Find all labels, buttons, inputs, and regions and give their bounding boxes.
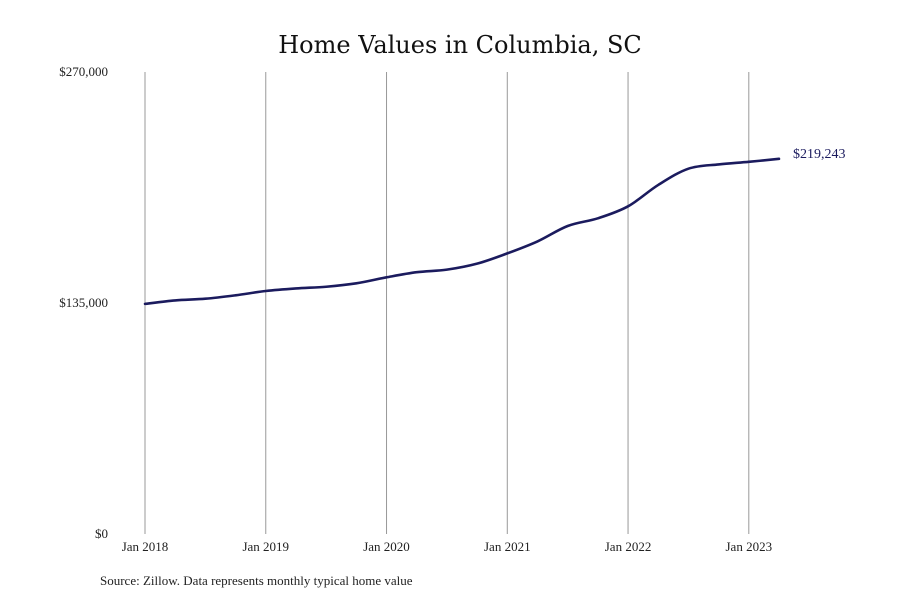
y-axis-tick-labels: $0 $135,000 $270,000: [59, 64, 108, 541]
x-tick-label: Jan 2019: [242, 539, 289, 554]
y-tick-label: $135,000: [59, 295, 108, 310]
y-tick-label: $270,000: [59, 64, 108, 79]
last-value-label: $219,243: [793, 147, 846, 162]
x-tick-label: Jan 2022: [605, 539, 652, 554]
x-tick-label: Jan 2020: [363, 539, 410, 554]
x-tick-label: Jan 2021: [484, 539, 531, 554]
source-note: Source: Zillow. Data represents monthly …: [100, 573, 413, 588]
grid-lines: [144, 72, 750, 534]
chart-title: Home Values in Columbia, SC: [278, 31, 642, 59]
x-tick-label: Jan 2023: [726, 539, 773, 554]
x-tick-label: Jan 2018: [122, 539, 169, 554]
x-axis-tick-labels: Jan 2018 Jan 2019 Jan 2020 Jan 2021 Jan 2022…: [122, 539, 772, 554]
series-line: [143, 157, 781, 306]
y-tick-label: $0: [95, 526, 108, 541]
